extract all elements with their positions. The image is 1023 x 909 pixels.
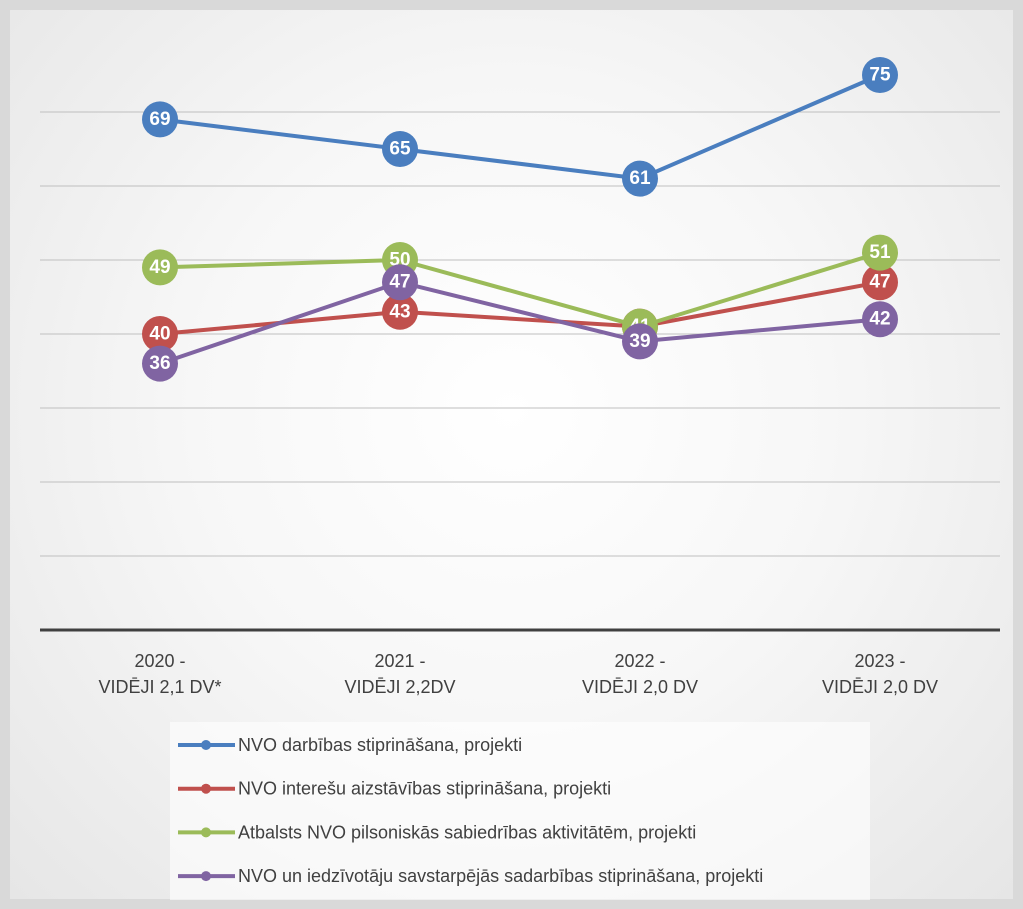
series-line bbox=[159, 280, 881, 366]
marker bbox=[382, 264, 418, 301]
marker bbox=[142, 345, 178, 382]
x-tick-label: 2021 - VIDĒJI 2,2DV bbox=[344, 651, 456, 697]
data-label: 69 bbox=[149, 109, 170, 130]
series-line bbox=[159, 73, 881, 181]
data-label: 47 bbox=[869, 272, 890, 293]
marker bbox=[382, 131, 418, 167]
legend-marker bbox=[201, 827, 211, 838]
data-label: 49 bbox=[149, 257, 170, 278]
series-line bbox=[159, 250, 881, 329]
data-label: 36 bbox=[149, 353, 170, 374]
marker bbox=[142, 316, 178, 352]
legend-label: Atbalsts NVO pilsoniskās sabiedrības akt… bbox=[238, 822, 696, 842]
x-tick-label: 2020 - VIDĒJI 2,1 DV* bbox=[98, 651, 222, 697]
data-label: 51 bbox=[869, 242, 891, 263]
data-label: 42 bbox=[869, 309, 890, 330]
legend-box bbox=[170, 722, 870, 900]
data-label: 40 bbox=[149, 324, 170, 345]
legend-label: NVO darbības stiprināšana, projekti bbox=[238, 735, 522, 755]
x-tick-label: 2023 - VIDĒJI 2,0 DV bbox=[821, 651, 939, 697]
marker bbox=[622, 160, 658, 197]
data-label: 39 bbox=[629, 331, 650, 352]
data-label: 65 bbox=[389, 139, 411, 160]
marker bbox=[862, 264, 898, 301]
legend-marker bbox=[201, 871, 211, 882]
x-tick-label: 2022 - VIDĒJI 2,0 DV bbox=[581, 651, 699, 697]
marker bbox=[142, 249, 178, 286]
marker bbox=[862, 57, 898, 93]
data-label: 75 bbox=[869, 65, 891, 86]
legend-marker bbox=[201, 740, 211, 750]
marker bbox=[382, 293, 418, 330]
marker bbox=[142, 101, 178, 138]
legend-marker bbox=[201, 783, 211, 794]
legend-label: NVO interešu aizstāvības stiprināšana, p… bbox=[238, 779, 611, 799]
data-label: 61 bbox=[629, 168, 651, 189]
data-label: 43 bbox=[389, 301, 410, 322]
marker bbox=[622, 323, 658, 360]
marker bbox=[862, 234, 898, 271]
marker bbox=[862, 301, 898, 338]
data-label: 47 bbox=[389, 272, 410, 293]
legend-label: NVO un iedzīvotāju savstarpējās sadarbīb… bbox=[238, 866, 763, 886]
